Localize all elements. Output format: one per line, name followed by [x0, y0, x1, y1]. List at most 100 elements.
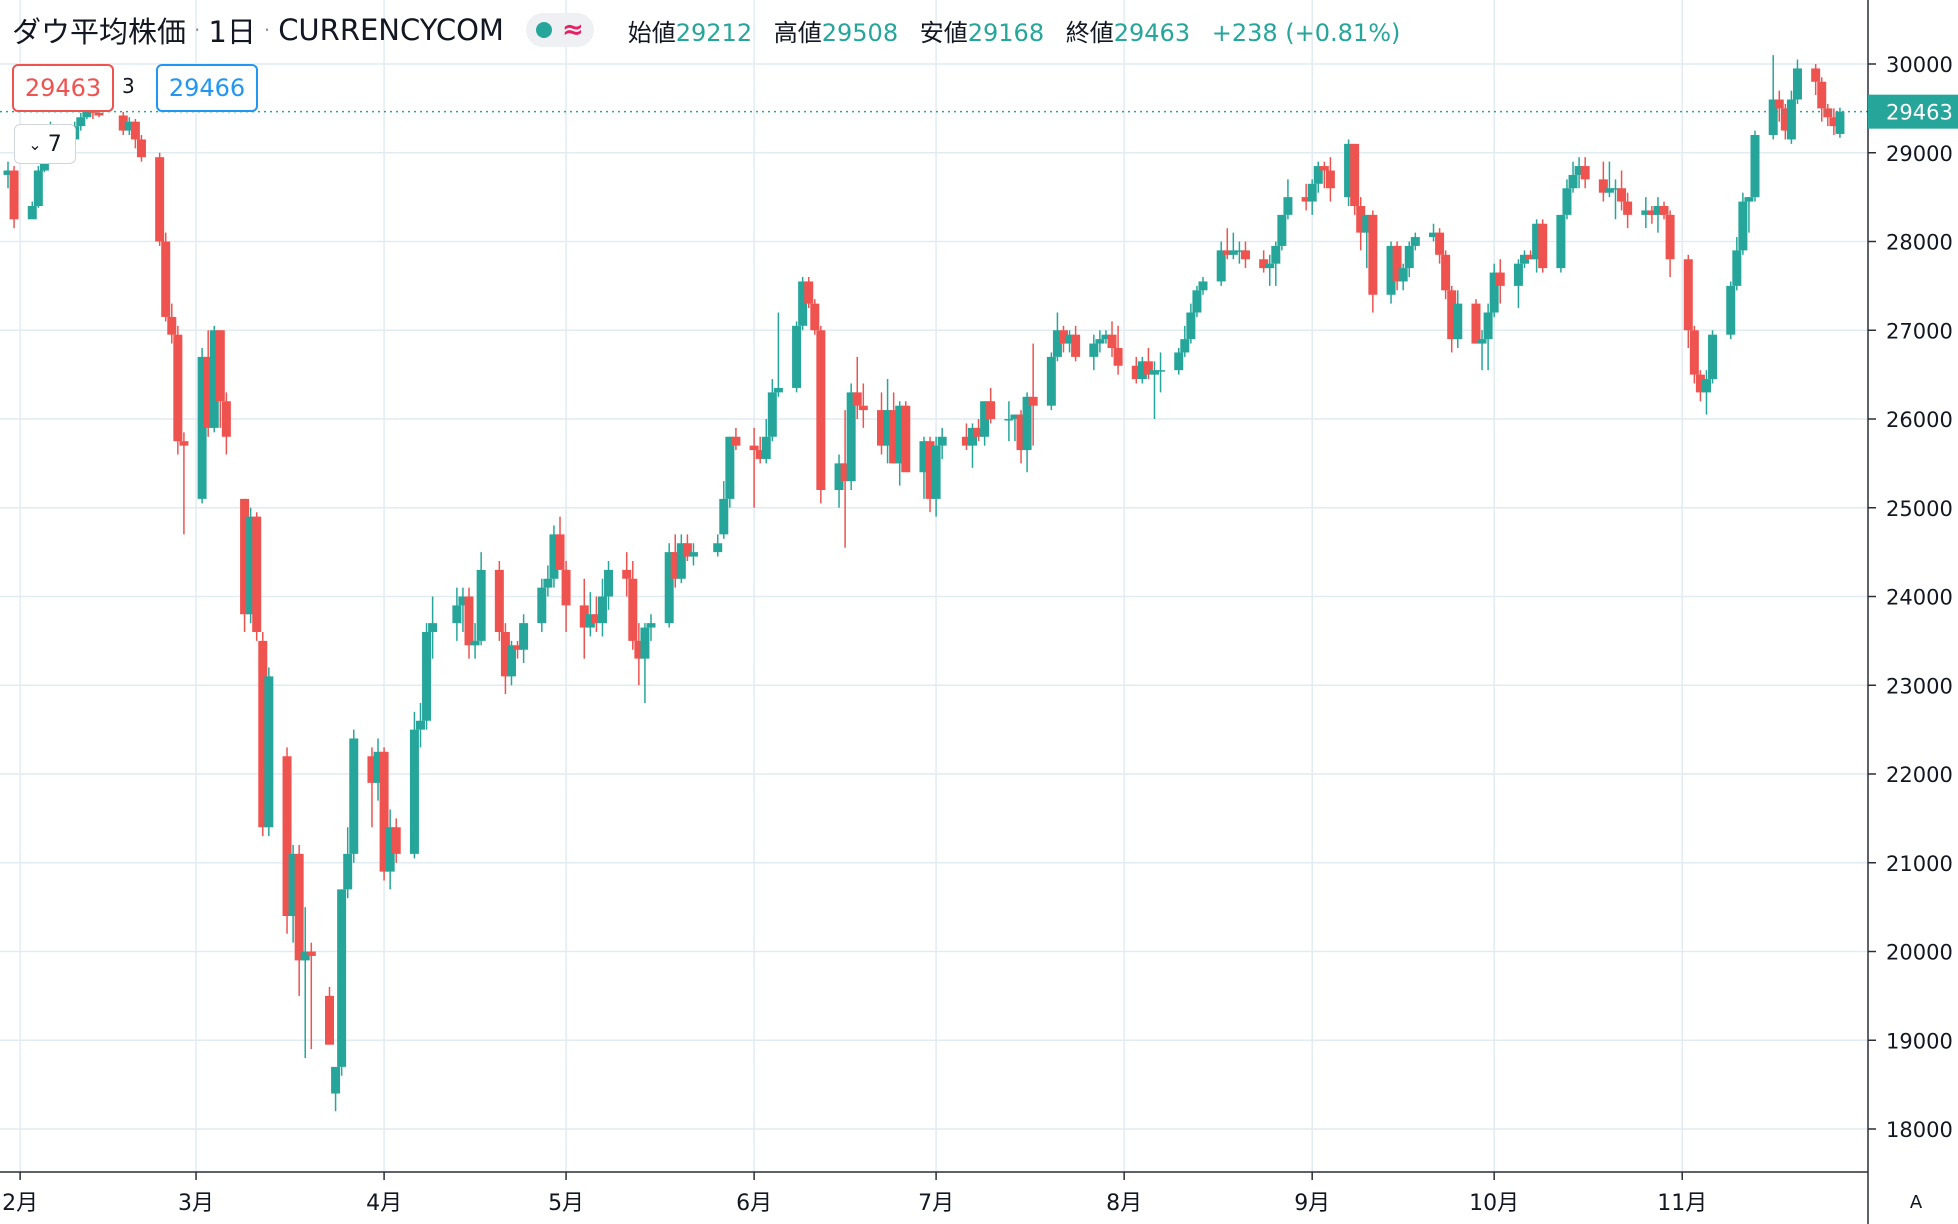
candle[interactable] — [1222, 228, 1232, 260]
candle[interactable] — [240, 498, 250, 632]
candle[interactable] — [1604, 161, 1614, 198]
candle[interactable] — [1319, 161, 1329, 189]
price-axis[interactable]: 18000 19000 20000 21000 22000 23000 24000 25000… — [1868, 53, 1953, 1142]
candle[interactable] — [1192, 285, 1202, 317]
candle[interactable] — [343, 827, 353, 899]
candle[interactable] — [422, 623, 432, 730]
candle[interactable] — [810, 299, 820, 335]
candle[interactable] — [579, 578, 589, 659]
candle[interactable] — [1174, 348, 1184, 375]
candle[interactable] — [1410, 232, 1420, 251]
candle[interactable] — [282, 747, 292, 934]
candle[interactable] — [167, 303, 177, 344]
candle[interactable] — [1732, 237, 1742, 291]
candle[interactable] — [1071, 325, 1081, 362]
candle[interactable] — [1058, 325, 1068, 353]
candle[interactable] — [506, 640, 516, 686]
candle[interactable] — [76, 112, 86, 131]
interval-label[interactable]: 1日 — [208, 15, 256, 49]
candle[interactable] — [852, 356, 862, 419]
candle[interactable] — [1792, 59, 1802, 104]
candle[interactable] — [804, 277, 814, 309]
candle[interactable] — [622, 552, 632, 597]
candle[interactable] — [980, 401, 990, 446]
candle[interactable] — [1089, 334, 1099, 371]
candle[interactable] — [500, 623, 510, 695]
candle[interactable] — [464, 587, 474, 659]
candle[interactable] — [1695, 370, 1705, 402]
candle[interactable] — [937, 427, 947, 459]
candle[interactable] — [197, 348, 207, 504]
candle[interactable] — [33, 166, 43, 208]
candle[interactable] — [925, 436, 935, 513]
candle[interactable] — [640, 623, 650, 703]
candle[interactable] — [1483, 303, 1493, 371]
candle[interactable] — [1016, 410, 1026, 464]
candle[interactable] — [1617, 170, 1627, 211]
candle[interactable] — [1556, 214, 1566, 273]
candle[interactable] — [203, 330, 213, 437]
candle[interactable] — [1817, 77, 1827, 122]
candle[interactable] — [1240, 241, 1250, 269]
candle[interactable] — [719, 481, 729, 539]
candle[interactable] — [136, 135, 146, 162]
candle[interactable] — [1441, 250, 1451, 300]
candle[interactable] — [1453, 290, 1463, 348]
candle[interactable] — [1659, 201, 1669, 220]
candle[interactable] — [1513, 259, 1523, 309]
buy-price-button[interactable]: 29466 — [156, 64, 258, 112]
candle[interactable] — [1823, 103, 1833, 127]
candle[interactable] — [555, 516, 565, 570]
candle[interactable] — [215, 330, 225, 428]
candle[interactable] — [749, 427, 759, 508]
candle[interactable] — [1095, 330, 1105, 353]
candle[interactable] — [300, 907, 310, 1058]
candle[interactable] — [306, 942, 316, 1050]
candle[interactable] — [634, 623, 644, 686]
candle[interactable] — [1271, 241, 1281, 286]
candle[interactable] — [1307, 179, 1317, 215]
candle[interactable] — [1835, 107, 1845, 138]
candle[interactable] — [889, 392, 899, 464]
candle[interactable] — [834, 454, 844, 508]
candle[interactable] — [264, 667, 274, 837]
candle[interactable] — [1568, 161, 1578, 193]
candle[interactable] — [1344, 139, 1354, 206]
candle[interactable] — [246, 507, 256, 624]
symbol-name[interactable]: ダウ平均株価 — [12, 15, 187, 49]
candle[interactable] — [967, 423, 977, 468]
candle[interactable] — [1641, 197, 1651, 229]
candle[interactable] — [670, 534, 680, 588]
candle[interactable] — [1623, 192, 1633, 229]
candle[interactable] — [1829, 108, 1839, 135]
candle[interactable] — [1774, 90, 1784, 122]
candle[interactable] — [252, 512, 262, 641]
candle[interactable] — [1726, 281, 1736, 340]
candle[interactable] — [1532, 219, 1542, 273]
candle[interactable] — [974, 419, 984, 442]
candle[interactable] — [858, 383, 868, 428]
candle[interactable] — [561, 561, 571, 632]
candle[interactable] — [792, 321, 802, 393]
candle[interactable] — [883, 379, 893, 464]
market-status-badge[interactable]: ≈ — [525, 13, 594, 47]
candle[interactable] — [646, 614, 656, 641]
candle[interactable] — [1538, 219, 1548, 273]
candle[interactable] — [901, 401, 911, 473]
candle[interactable] — [513, 640, 523, 659]
candle[interactable] — [688, 543, 698, 566]
candle[interactable] — [1301, 183, 1311, 211]
candle[interactable] — [118, 111, 128, 135]
candle[interactable] — [1113, 325, 1123, 375]
candle[interactable] — [877, 392, 887, 455]
candle[interactable] — [1665, 210, 1675, 277]
candle[interactable] — [9, 166, 19, 229]
candle[interactable] — [349, 729, 359, 863]
candle[interactable] — [1065, 330, 1075, 353]
candle[interactable] — [549, 525, 559, 588]
candle[interactable] — [1683, 254, 1693, 348]
candle[interactable] — [379, 747, 389, 881]
candle[interactable] — [1562, 179, 1572, 220]
candle[interactable] — [1435, 228, 1445, 264]
candle[interactable] — [840, 410, 850, 548]
